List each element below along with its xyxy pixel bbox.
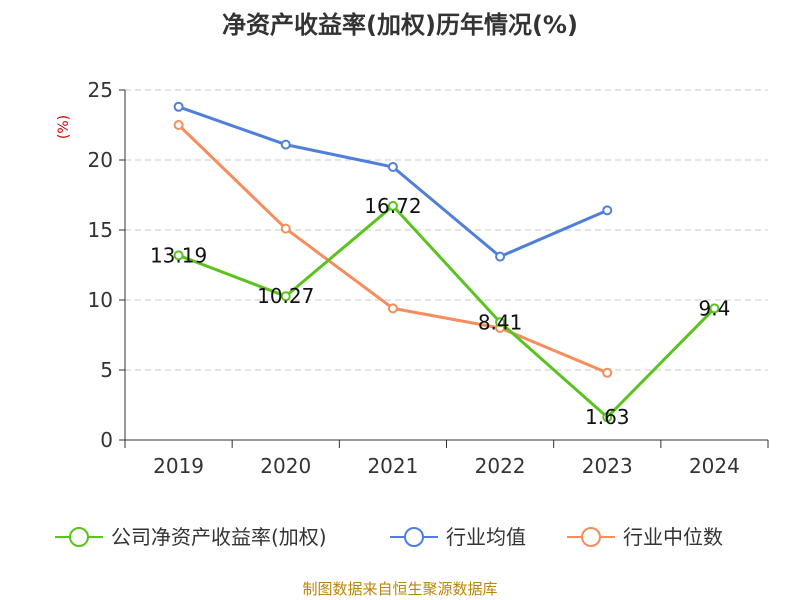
x-tick-label: 2021 xyxy=(367,454,418,478)
x-tick-label: 2019 xyxy=(153,454,204,478)
axes: 0 5 10 15 20 25 2019 2020 2021 2022 2023 2024 xyxy=(88,78,769,478)
series-point xyxy=(495,251,506,262)
x-tick-label: 2023 xyxy=(582,454,633,478)
x-tick-label: 2022 xyxy=(475,454,526,478)
series-point xyxy=(709,303,720,314)
legend-marker xyxy=(69,527,89,547)
legend-marker xyxy=(404,527,424,547)
source-note: 制图数据来自恒生聚源数据库 xyxy=(302,580,497,598)
series-point xyxy=(387,200,398,211)
data-label: 13.19 xyxy=(150,243,207,267)
series-point xyxy=(280,291,291,302)
series-point xyxy=(173,101,184,112)
series-point xyxy=(602,412,613,423)
series-point xyxy=(602,205,613,216)
series-point xyxy=(495,317,506,328)
y-tick-label: 15 xyxy=(88,218,113,242)
x-tick-label: 2020 xyxy=(260,454,311,478)
y-tick-label: 20 xyxy=(88,148,113,172)
series-layer xyxy=(173,101,720,423)
x-tick-label: 2024 xyxy=(689,454,740,478)
legend-label: 行业均值 xyxy=(446,525,526,549)
series-point xyxy=(602,367,613,378)
legend-label: 公司净资产收益率(加权) xyxy=(111,525,327,549)
legend-label: 行业中位数 xyxy=(623,525,723,549)
series-point xyxy=(173,250,184,261)
y-tick-label: 0 xyxy=(100,428,113,452)
series-point xyxy=(280,139,291,150)
data-label: 8.41 xyxy=(478,310,523,334)
series-line xyxy=(177,105,609,259)
grid-lines xyxy=(125,89,768,371)
legend: 公司净资产收益率(加权) 行业均值 行业中位数 xyxy=(55,525,723,549)
series-point xyxy=(387,303,398,314)
series-point xyxy=(387,162,398,172)
series-line xyxy=(177,204,716,419)
data-labels: 13.19 10.27 16.72 8.41 1.63 9.4 xyxy=(150,194,730,429)
legend-marker xyxy=(581,527,601,547)
data-label: 9.4 xyxy=(699,296,731,320)
series-point xyxy=(280,223,291,234)
series-point xyxy=(173,120,184,130)
y-tick-label: 10 xyxy=(88,288,113,312)
data-label: 10.27 xyxy=(257,284,314,308)
data-label: 1.63 xyxy=(585,405,630,429)
y-tick-label: 25 xyxy=(88,78,113,102)
y-tick-label: 5 xyxy=(100,358,113,382)
chart-title: 净资产收益率(加权)历年情况(%) xyxy=(222,11,578,39)
y-axis-label: (%) xyxy=(56,115,72,139)
data-label: 16.72 xyxy=(364,194,421,218)
